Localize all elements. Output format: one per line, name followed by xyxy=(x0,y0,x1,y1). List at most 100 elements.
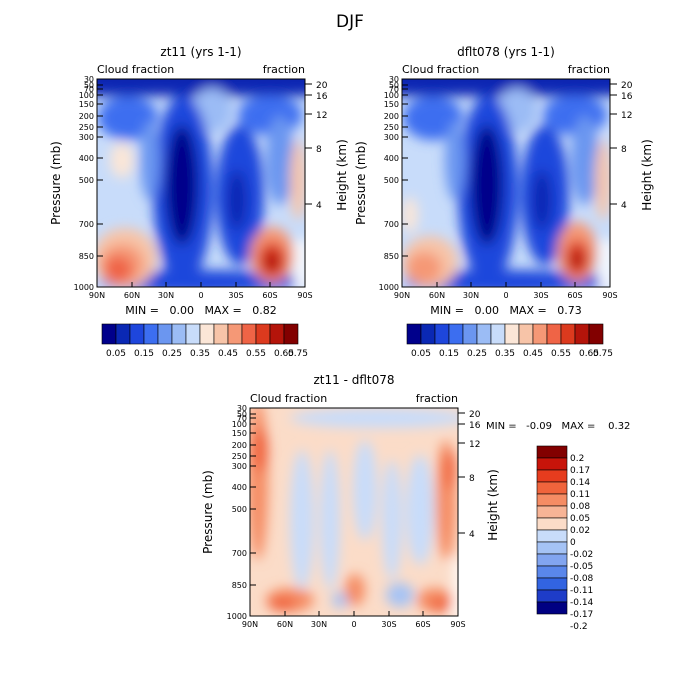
colorbar-label: 0.05 xyxy=(570,514,590,524)
height-tick: 16 xyxy=(316,92,328,102)
panel-title: dflt078 (yrs 1-1) xyxy=(457,45,555,59)
pressure-tick: 700 xyxy=(232,549,247,558)
height-tick: 12 xyxy=(316,111,327,121)
colorbar-label: 0.45 xyxy=(523,349,543,359)
colorbar-box xyxy=(283,323,299,345)
height-tick: 8 xyxy=(316,145,322,155)
colorbar-box xyxy=(536,505,568,519)
y-axis-label: Pressure (mb) xyxy=(201,470,215,554)
pressure-tick: 850 xyxy=(232,581,247,590)
right-axis-label: Height (km) xyxy=(640,139,654,210)
colorbar-box xyxy=(560,323,576,345)
height-tick: 12 xyxy=(621,111,632,121)
lat-tick: 90N xyxy=(89,291,105,300)
lat-tick: 30N xyxy=(158,291,174,300)
pressure-tick: 30 xyxy=(389,75,399,84)
pressure-tick: 200 xyxy=(232,441,247,450)
lat-tick: 60N xyxy=(124,291,140,300)
height-tick: 4 xyxy=(621,201,627,211)
lat-tick: 90N xyxy=(394,291,410,300)
lat-tick: 60S xyxy=(262,291,277,300)
pressure-tick: 1000 xyxy=(379,283,399,292)
colorbar-label: -0.05 xyxy=(570,562,593,572)
pressure-tick: 100 xyxy=(232,420,247,429)
colorbar-box xyxy=(171,323,187,345)
colorbar-box xyxy=(536,445,568,459)
units-label: fraction xyxy=(263,63,305,76)
height-tick: 12 xyxy=(469,440,480,450)
pressure-tick: 700 xyxy=(79,220,94,229)
height-tick: 16 xyxy=(469,421,481,431)
colorbar-box xyxy=(448,323,464,345)
colorbar-label: 0.45 xyxy=(218,349,238,359)
colorbar-box xyxy=(115,323,131,345)
colorbar-label: 0.35 xyxy=(190,349,210,359)
colorbar-box xyxy=(157,323,173,345)
colorbar-box xyxy=(536,553,568,567)
pressure-tick: 700 xyxy=(384,220,399,229)
height-tick: 16 xyxy=(621,92,633,102)
lat-tick: 30S xyxy=(228,291,243,300)
colorbar-box xyxy=(462,323,478,345)
colorbar-label: 0.2 xyxy=(570,454,584,464)
pressure-tick: 500 xyxy=(384,176,399,185)
colorbar: 0.2 0.17 0.14 0.11 0.08 0.05 0.02 0 -0.0… xyxy=(536,445,594,632)
pressure-tick: 300 xyxy=(384,133,399,142)
left-axis: 30 50 70 100 150 200 250 300 400 500 700… xyxy=(49,75,103,292)
height-tick: 8 xyxy=(469,474,475,484)
colorbar-box xyxy=(536,493,568,507)
panel-dflt078: dflt078 (yrs 1-1) Cloud fraction fractio… xyxy=(354,45,654,359)
height-tick: 20 xyxy=(621,81,633,91)
colorbar-box xyxy=(546,323,562,345)
pressure-tick: 300 xyxy=(232,462,247,471)
colorbar-label: -0.2 xyxy=(570,622,588,632)
pressure-tick: 850 xyxy=(79,252,94,261)
colorbar-box xyxy=(536,517,568,531)
colorbar-box xyxy=(532,323,548,345)
lat-tick: 30N xyxy=(311,620,327,629)
pressure-tick: 150 xyxy=(384,100,399,109)
lat-tick: 30N xyxy=(463,291,479,300)
colorbar: 0.05 0.15 0.25 0.35 0.45 0.55 0.65 0.75 xyxy=(101,323,308,359)
pressure-tick: 200 xyxy=(79,112,94,121)
colorbar-box xyxy=(255,323,271,345)
colorbar-box xyxy=(227,323,243,345)
variable-label: Cloud fraction xyxy=(402,63,479,76)
panel-title: zt11 - dflt078 xyxy=(313,373,394,387)
colorbar-label: 0.55 xyxy=(551,349,571,359)
colorbar-label: 0.25 xyxy=(162,349,182,359)
height-tick: 20 xyxy=(316,81,328,91)
bottom-axis: 90N 60N 30N 0 30S 60S 90S xyxy=(394,282,618,300)
y-axis-label: Pressure (mb) xyxy=(354,141,368,225)
colorbar-label: 0 xyxy=(570,538,576,548)
height-tick: 20 xyxy=(469,410,481,420)
colorbar-box xyxy=(476,323,492,345)
pressure-tick: 500 xyxy=(232,505,247,514)
colorbar-box xyxy=(536,541,568,555)
colorbar-box xyxy=(129,323,145,345)
pressure-tick: 300 xyxy=(79,133,94,142)
figure-season-title: DJF xyxy=(336,12,364,32)
stats-line: MIN = -0.09 MAX = 0.32 xyxy=(486,421,630,432)
colorbar: 0.05 0.15 0.25 0.35 0.45 0.55 0.65 0.75 xyxy=(406,323,613,359)
height-tick: 4 xyxy=(316,201,322,211)
colorbar-box xyxy=(420,323,436,345)
panel-difference: zt11 - dflt078 Cloud fraction fraction xyxy=(201,373,630,632)
lat-tick: 60S xyxy=(567,291,582,300)
pressure-tick: 200 xyxy=(384,112,399,121)
pressure-tick: 70 xyxy=(389,85,399,94)
panel-zt11: zt11 (yrs 1-1) Cloud fraction fraction xyxy=(49,45,349,359)
right-axis-label: Height (km) xyxy=(486,469,500,540)
right-axis: 20 16 12 8 4 Height (km) xyxy=(305,81,349,211)
contour-field xyxy=(250,408,458,616)
colorbar-label: -0.02 xyxy=(570,550,593,560)
colorbar-label: 0.14 xyxy=(570,478,590,488)
pressure-tick: 50 xyxy=(84,81,94,90)
colorbar-box xyxy=(536,565,568,579)
pressure-tick: 400 xyxy=(384,154,399,163)
pressure-tick: 150 xyxy=(232,429,247,438)
variable-label: Cloud fraction xyxy=(97,63,174,76)
colorbar-label: 0.05 xyxy=(106,349,126,359)
pressure-tick: 50 xyxy=(389,81,399,90)
